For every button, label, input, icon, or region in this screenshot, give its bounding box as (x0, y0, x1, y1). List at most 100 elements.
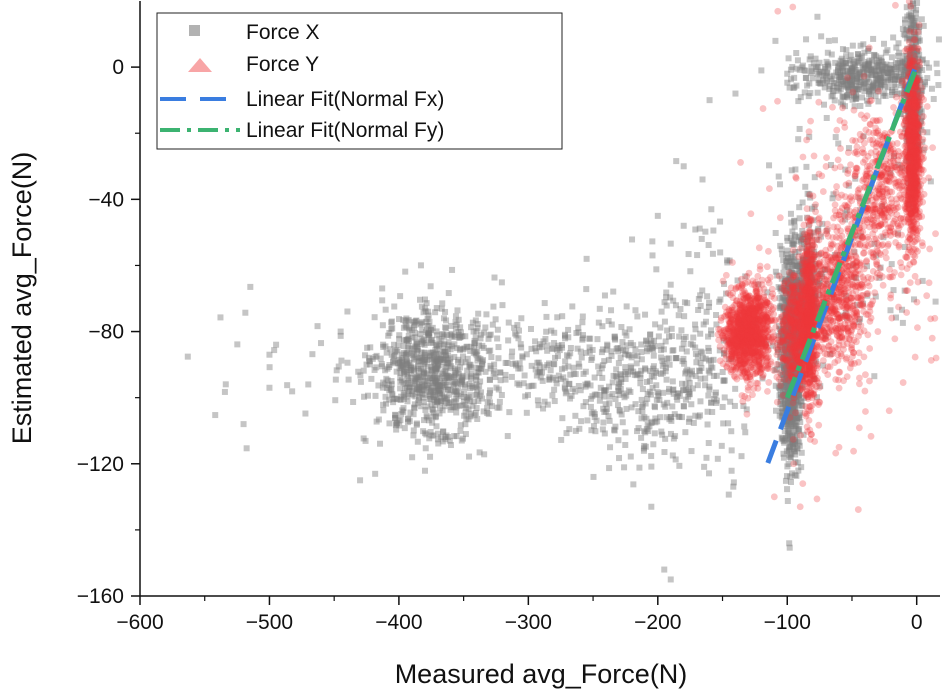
force-x-point (800, 270, 807, 277)
force-x-point (905, 112, 912, 119)
force-x-point (606, 400, 613, 407)
force-x-point (685, 418, 692, 425)
force-y-point (729, 363, 737, 371)
force-x-point (390, 399, 397, 406)
force-x-point (783, 311, 790, 318)
force-x-point (626, 326, 633, 333)
force-x-point (796, 238, 803, 245)
force-x-point (808, 293, 815, 300)
force-x-point (759, 375, 766, 382)
force-x-point (800, 231, 807, 238)
force-x-point (801, 265, 808, 272)
force-x-point (796, 360, 803, 367)
force-y-point (753, 331, 761, 339)
force-x-point (787, 444, 794, 451)
force-y-point (763, 343, 770, 351)
force-x-point (456, 402, 463, 409)
force-x-point (796, 258, 803, 265)
force-x-point (787, 478, 794, 485)
force-x-point (694, 382, 701, 389)
force-x-point (911, 26, 918, 33)
force-x-point (703, 308, 710, 315)
force-x-point (444, 372, 451, 379)
force-y-point (757, 369, 764, 377)
force-x-point (727, 398, 734, 405)
force-x-point (409, 334, 416, 341)
force-x-point (912, 75, 919, 82)
force-x-point (409, 327, 416, 334)
force-x-point (782, 315, 789, 322)
force-y-point (750, 312, 758, 319)
force-x-point (440, 394, 447, 401)
force-x-point (791, 409, 798, 416)
force-y-point (738, 317, 746, 325)
force-y-point (752, 331, 760, 339)
force-x-point (843, 314, 850, 321)
force-x-point (796, 442, 803, 449)
force-x-point (809, 292, 816, 299)
force-x-point (822, 65, 829, 72)
force-y-point (749, 334, 757, 341)
force-x-point (847, 52, 854, 59)
force-x-point (669, 403, 676, 410)
force-x-point (785, 368, 792, 375)
force-x-point (789, 336, 796, 343)
force-x-point (910, 4, 917, 11)
force-y-point (725, 317, 733, 325)
force-y-point (753, 341, 760, 349)
force-y-point (751, 297, 759, 305)
force-x-point (592, 428, 599, 435)
force-x-point (434, 362, 441, 369)
force-y-point (742, 339, 750, 347)
force-x-point (682, 381, 689, 388)
force-x-point (781, 286, 788, 293)
force-x-point (380, 343, 387, 350)
force-x-point (852, 175, 859, 182)
force-x-point (409, 385, 416, 392)
force-x-point (797, 327, 804, 334)
force-x-point (620, 390, 627, 397)
force-x-point (782, 346, 789, 353)
force-x-point (793, 351, 800, 358)
force-x-point (785, 327, 792, 334)
force-y-point (717, 329, 725, 336)
force-x-point (587, 335, 594, 342)
force-x-point (790, 414, 797, 421)
force-x-point (790, 351, 797, 358)
force-x-point (781, 294, 788, 301)
force-x-point (782, 366, 789, 373)
force-x-point (798, 311, 805, 318)
force-x-point (625, 352, 632, 359)
force-x-point (811, 292, 818, 299)
force-x-point (821, 101, 828, 108)
force-x-point (389, 325, 396, 332)
force-x-point (799, 369, 806, 376)
force-x-point (901, 72, 908, 79)
force-x-point (794, 306, 801, 313)
force-x-point (459, 377, 466, 384)
force-x-point (907, 177, 914, 184)
force-x-point (784, 355, 791, 362)
force-x-point (842, 210, 849, 217)
force-y-point (734, 358, 742, 366)
force-x-point (458, 437, 465, 444)
force-x-point (908, 136, 915, 143)
force-x-point (781, 439, 788, 446)
force-x-point (796, 359, 803, 366)
force-x-point (817, 80, 824, 87)
force-y-point (743, 369, 751, 376)
force-x-point (477, 365, 484, 372)
force-x-point (780, 337, 787, 344)
force-x-point (785, 285, 792, 292)
force-x-point (804, 265, 811, 272)
force-x-point (528, 345, 535, 352)
force-x-point (905, 94, 912, 101)
force-x-point (400, 379, 407, 386)
force-x-point (785, 283, 792, 290)
force-x-point (577, 348, 584, 355)
force-x-point (456, 334, 463, 341)
force-y-point (760, 285, 768, 293)
force-x-point (452, 313, 459, 320)
force-x-point (873, 53, 880, 60)
force-x-point (905, 158, 912, 165)
